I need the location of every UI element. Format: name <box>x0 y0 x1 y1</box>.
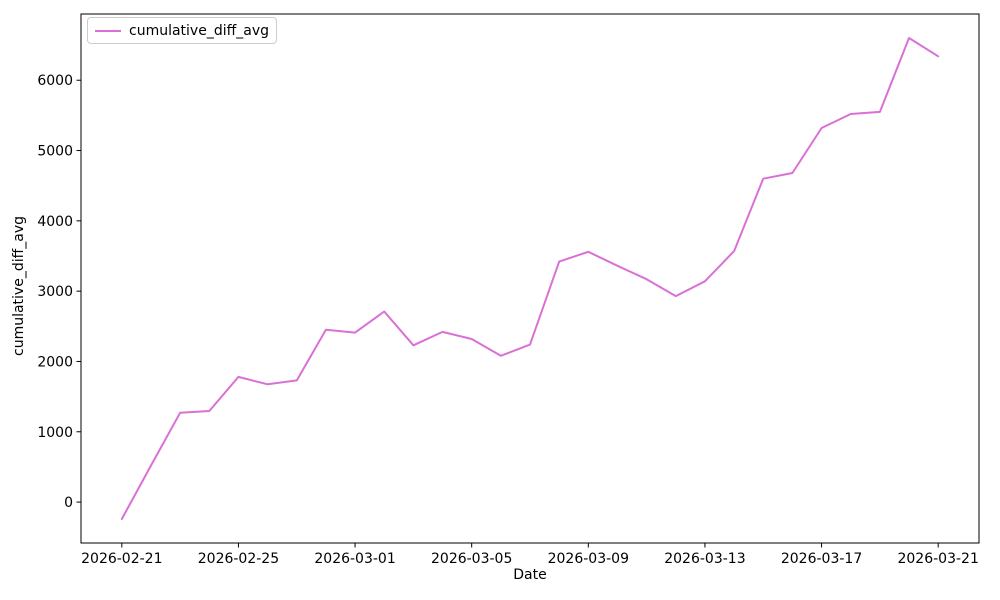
y-tick-label: 0 <box>64 495 73 511</box>
x-tick-label: 2026-03-01 <box>314 551 395 567</box>
y-axis-label: cumulative_diff_avg <box>11 216 27 356</box>
legend: cumulative_diff_avg <box>87 17 277 44</box>
legend-label: cumulative_diff_avg <box>129 22 269 39</box>
y-tick-label: 5000 <box>37 144 73 160</box>
x-tick-label: 2026-03-05 <box>431 551 512 567</box>
y-tick-label: 6000 <box>37 73 73 89</box>
x-tick-label: 2026-03-17 <box>781 551 862 567</box>
legend-line-sample <box>95 29 121 32</box>
x-tick-label: 2026-02-25 <box>198 551 279 567</box>
y-tick-label: 3000 <box>37 284 73 300</box>
x-tick-label: 2026-03-09 <box>548 551 629 567</box>
x-axis-label: Date <box>513 567 547 583</box>
x-tick-label: 2026-02-21 <box>81 551 162 567</box>
x-tick-label: 2026-03-13 <box>664 551 745 567</box>
plot-border <box>80 13 980 544</box>
y-tick-label: 2000 <box>37 354 73 370</box>
x-tick-label: 2026-03-21 <box>897 551 978 567</box>
y-tick-label: 1000 <box>37 425 73 441</box>
y-tick-label: 4000 <box>37 214 73 230</box>
data-line-cumulative-diff-avg <box>120 37 940 520</box>
